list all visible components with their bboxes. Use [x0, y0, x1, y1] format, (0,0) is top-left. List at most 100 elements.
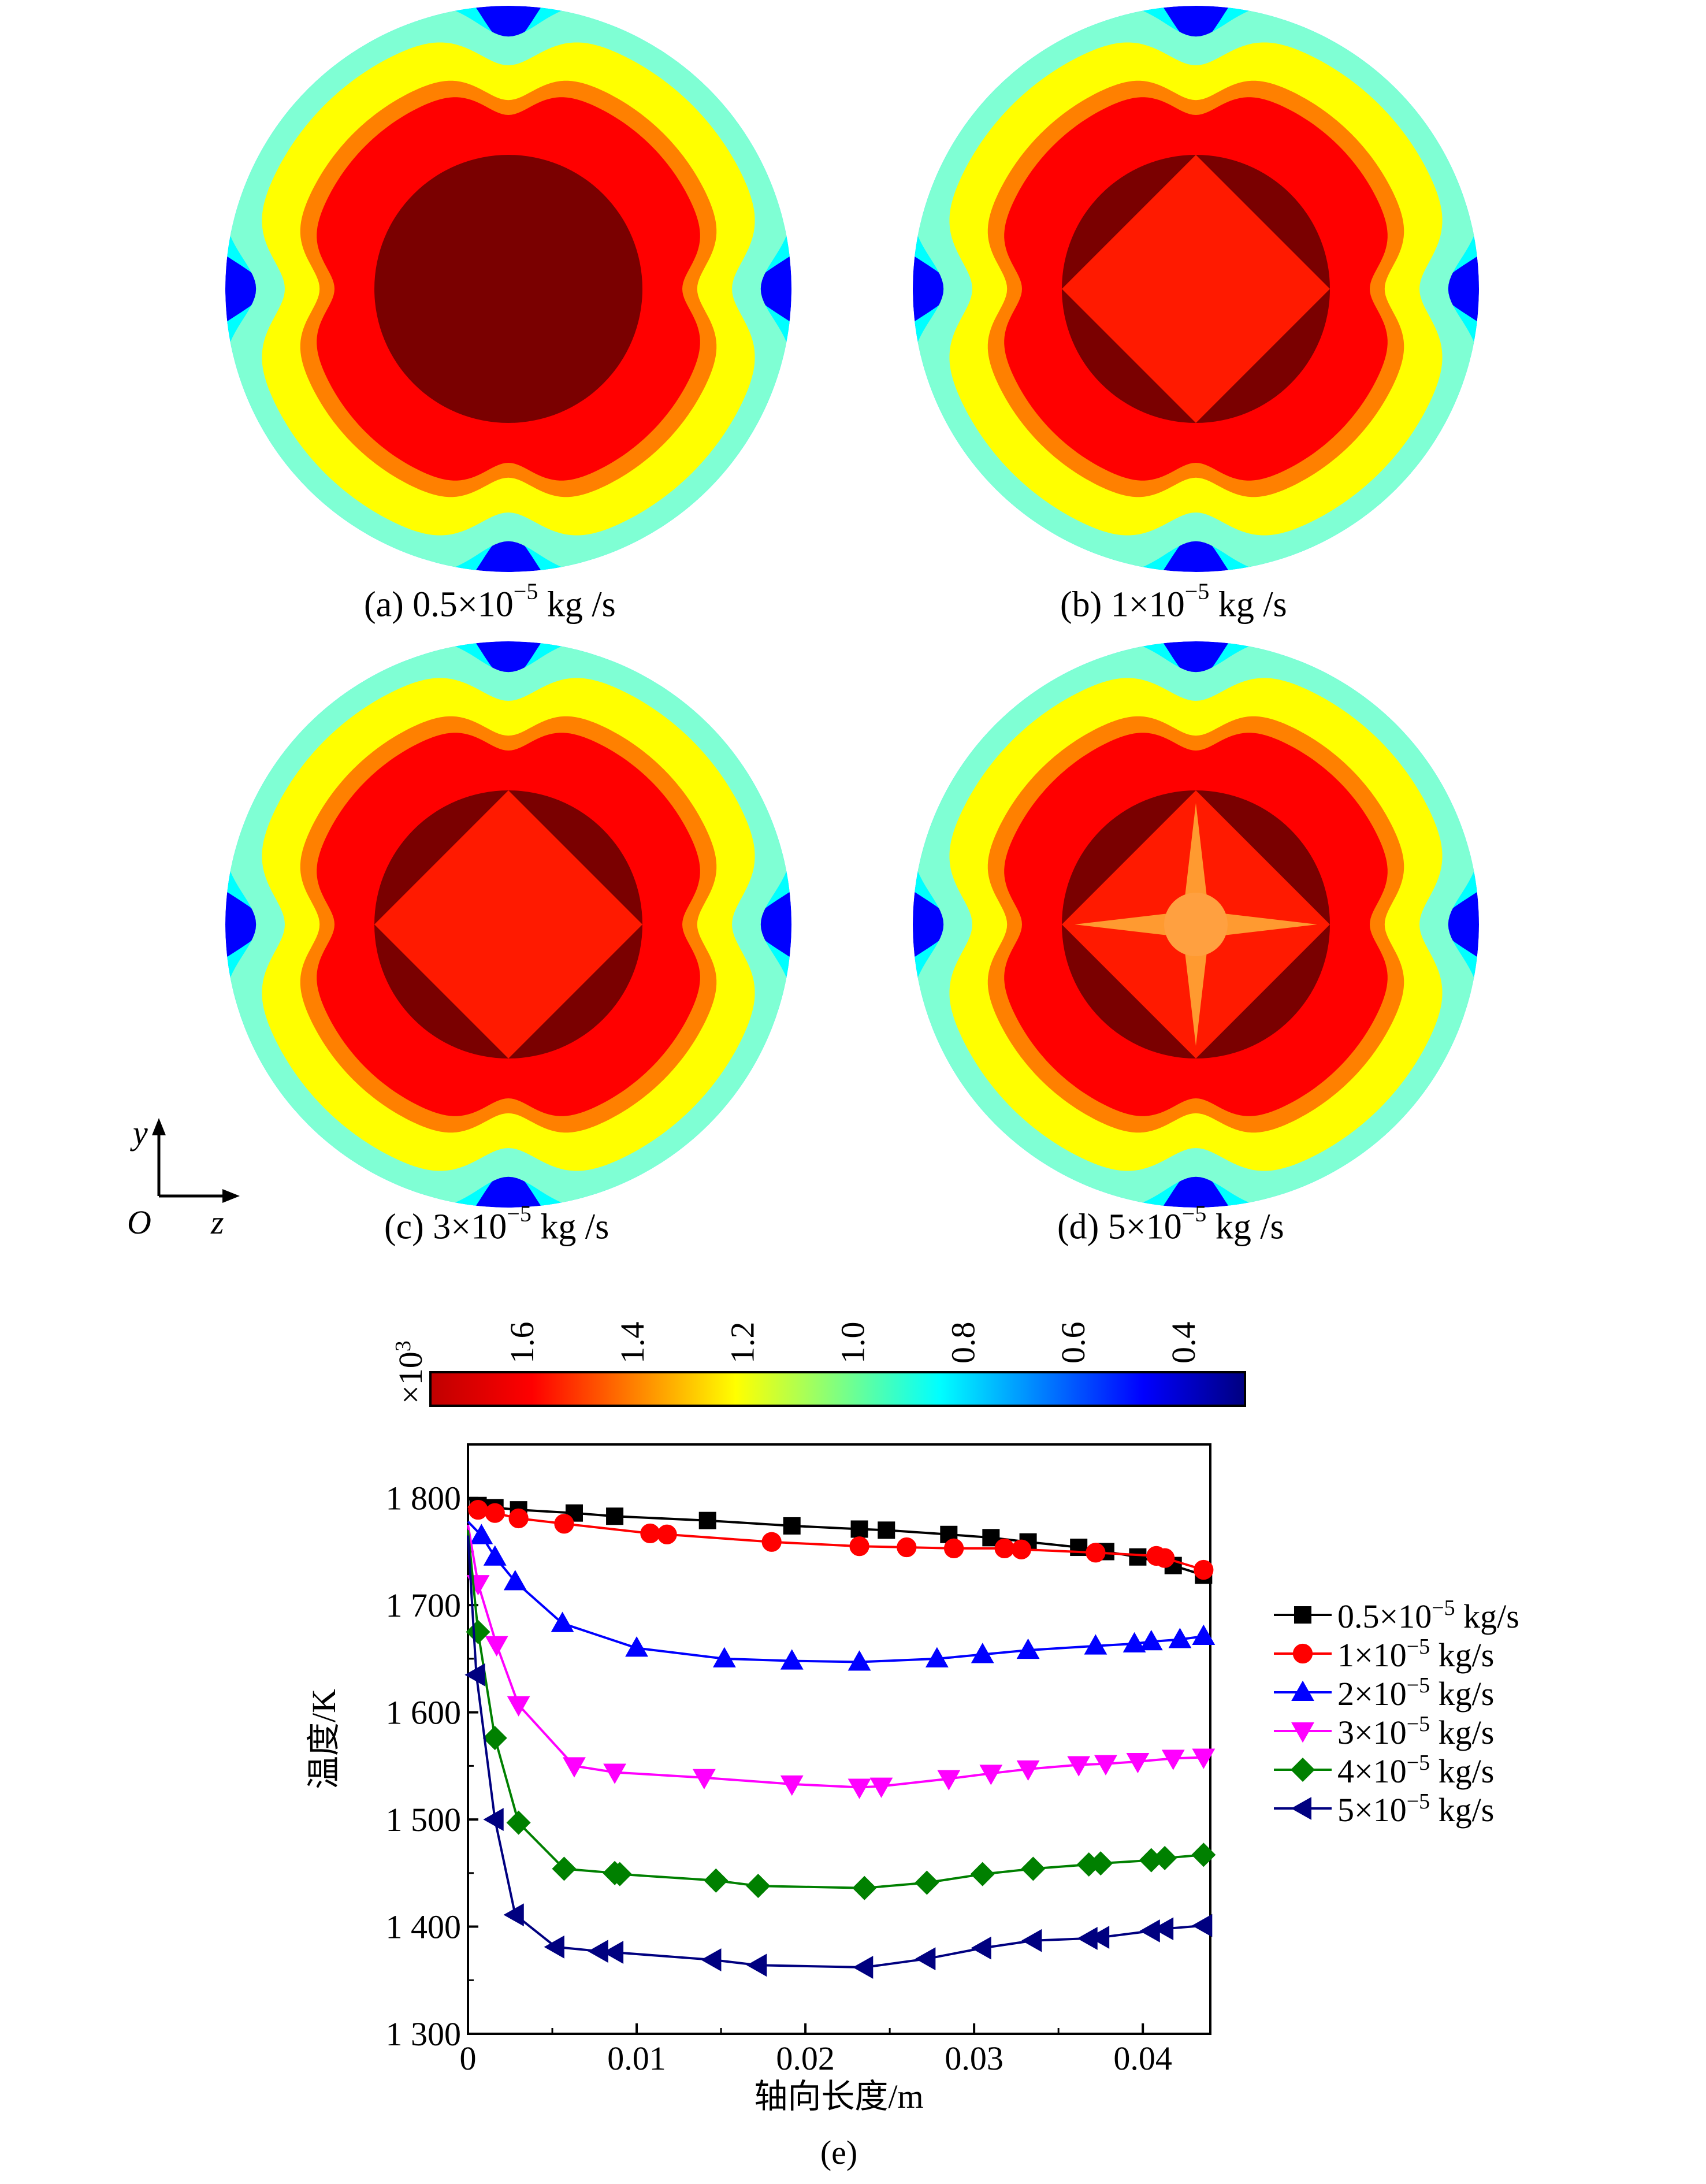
- series-0: [467, 1496, 1213, 1584]
- series-5: [464, 1535, 1213, 1979]
- legend-item: 0.5×10−5 kg/s: [1274, 1596, 1519, 1635]
- data-point-marker: [506, 1810, 531, 1835]
- data-point-marker: [551, 1611, 574, 1632]
- contour-layers: [225, 6, 791, 572]
- data-point-marker: [1021, 1929, 1042, 1952]
- y-tick-label: 1 700: [386, 1587, 462, 1624]
- axis-indicator-z-arrow: [222, 1189, 240, 1203]
- legend-label-unit: kg/s: [1430, 1791, 1494, 1829]
- contour-core-star-center: [1164, 893, 1228, 956]
- data-point-marker: [1192, 1914, 1213, 1937]
- data-point-marker: [1129, 1548, 1147, 1566]
- data-point-marker: [850, 1520, 868, 1538]
- data-point-marker: [701, 1948, 722, 1971]
- axis-indicator-z-label: z: [210, 1204, 224, 1241]
- data-point-marker: [606, 1507, 624, 1525]
- data-point-marker: [503, 1903, 524, 1927]
- data-point-marker: [1086, 1543, 1106, 1563]
- legend-label-unit: kg/s: [1430, 1675, 1494, 1713]
- data-point-marker: [1294, 1606, 1311, 1624]
- data-point-marker: [508, 1508, 529, 1529]
- data-point-marker: [554, 1514, 574, 1534]
- x-tick-label: 0.01: [607, 2040, 666, 2077]
- series-line: [467, 1530, 1204, 1889]
- legend-label-exp: −5: [1432, 1596, 1455, 1620]
- data-point-marker: [848, 1778, 871, 1799]
- series-1: [467, 1500, 1214, 1580]
- legend-label-base: 1×10: [1337, 1636, 1407, 1674]
- data-point-marker: [971, 1643, 994, 1663]
- data-point-marker: [704, 1868, 729, 1893]
- data-point-marker: [563, 1757, 586, 1778]
- data-point-marker: [482, 1726, 507, 1751]
- data-point-marker: [1292, 1643, 1313, 1664]
- data-point-marker: [657, 1524, 677, 1544]
- legend: 0.5×10−5 kg/s1×10−5 kg/s2×10−5 kg/s3×10−…: [1274, 1596, 1519, 1829]
- contour-core-diamond: [374, 790, 642, 1058]
- data-point-marker: [485, 1636, 508, 1657]
- data-point-marker: [1194, 1559, 1214, 1580]
- data-point-marker: [464, 1663, 485, 1687]
- contour-a-svg: [225, 6, 791, 572]
- legend-item: 4×10−5 kg/s: [1274, 1751, 1494, 1790]
- data-point-marker: [1192, 1624, 1216, 1645]
- caption-d-exp: −5: [1181, 1201, 1207, 1227]
- data-point-marker: [483, 1808, 504, 1832]
- axis-indicator-y-arrow: [152, 1118, 166, 1135]
- legend-label-unit: kg/s: [1455, 1598, 1519, 1635]
- data-point-marker: [507, 1696, 530, 1717]
- data-point-marker: [1011, 1539, 1032, 1559]
- data-point-marker: [1291, 1680, 1314, 1701]
- series-3: [466, 1524, 1216, 1799]
- data-point-marker: [783, 1517, 801, 1535]
- data-point-marker: [878, 1521, 895, 1539]
- contour-map-a: [220, 0, 797, 578]
- data-point-marker: [869, 1777, 893, 1798]
- data-point-marker: [780, 1649, 804, 1670]
- caption-b-exp: −5: [1184, 578, 1210, 604]
- data-point-marker: [915, 1947, 936, 1971]
- legend-item: 5×10−5 kg/s: [1274, 1789, 1494, 1829]
- contour-layers: [913, 6, 1479, 572]
- legend-label: 1×10−5 kg/s: [1337, 1635, 1494, 1674]
- axis-indicator-origin-label: O: [127, 1204, 151, 1241]
- data-point-marker: [485, 1503, 505, 1523]
- caption-b: (b) 1×10−5 kg /s: [1060, 578, 1287, 626]
- caption-c-suffix: kg /s: [531, 1207, 609, 1247]
- data-point-marker: [483, 1545, 507, 1566]
- legend-label-base: 5×10: [1337, 1791, 1407, 1829]
- legend-label-base: 3×10: [1337, 1714, 1407, 1751]
- data-point-marker: [1139, 1630, 1163, 1651]
- data-point-marker: [849, 1536, 869, 1557]
- legend-label: 4×10−5 kg/s: [1337, 1751, 1494, 1790]
- series-2: [467, 1521, 1216, 1671]
- data-point-marker: [1016, 1638, 1040, 1659]
- data-point-marker: [971, 1936, 991, 1960]
- data-point-marker: [1088, 1926, 1110, 1949]
- caption-a-suffix: kg /s: [538, 585, 616, 625]
- data-point-marker: [607, 1862, 632, 1886]
- data-point-marker: [853, 1956, 874, 1979]
- caption-d-suffix: kg /s: [1206, 1207, 1284, 1247]
- plot-series: [464, 1496, 1216, 1979]
- data-point-marker: [1153, 1917, 1174, 1941]
- data-point-marker: [468, 1500, 488, 1520]
- y-tick-label: 1 400: [386, 1908, 462, 1946]
- axis-indicator-y-label: y: [130, 1115, 148, 1152]
- data-point-marker: [544, 1935, 564, 1959]
- data-point-marker: [746, 1953, 767, 1977]
- data-point-marker: [780, 1775, 804, 1796]
- legend-label-unit: kg/s: [1430, 1752, 1494, 1790]
- data-point-marker: [915, 1870, 939, 1895]
- data-point-marker: [1067, 1756, 1091, 1777]
- data-point-marker: [1094, 1755, 1117, 1776]
- y-tick-label: 1 500: [386, 1801, 462, 1838]
- legend-label-exp: −5: [1407, 1789, 1430, 1814]
- caption-a-exp: −5: [513, 578, 538, 604]
- data-point-marker: [1192, 1748, 1216, 1769]
- data-point-marker: [603, 1763, 626, 1784]
- data-point-marker: [588, 1940, 608, 1963]
- contour-c-svg: [225, 641, 791, 1208]
- legend-label: 3×10−5 kg/s: [1337, 1712, 1494, 1751]
